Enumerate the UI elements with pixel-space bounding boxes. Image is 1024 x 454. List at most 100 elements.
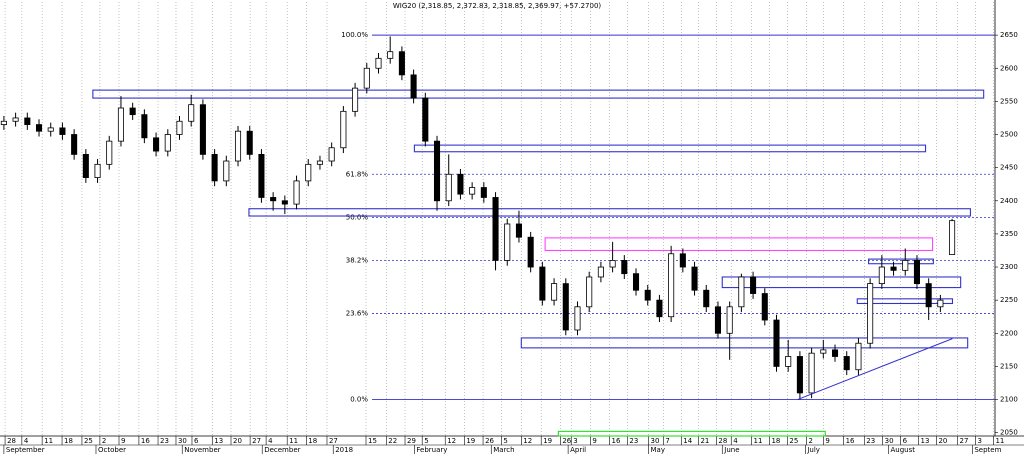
candle-body: [937, 299, 944, 308]
x-tick-label: 6: [903, 437, 908, 445]
x-tick-label: 14: [683, 437, 692, 445]
candle-body: [117, 107, 124, 142]
candle-body: [24, 117, 31, 125]
zone: [856, 298, 954, 305]
month-label: June: [723, 446, 739, 454]
x-tick-label: 12: [523, 437, 532, 445]
candle-body: [188, 104, 195, 122]
x-tick-label: 16: [141, 437, 150, 445]
zone: [248, 208, 971, 217]
x-tick-label: 5: [503, 437, 507, 445]
candle-body: [808, 352, 815, 394]
candle-body: [305, 163, 312, 182]
fib-label: 50.0%: [346, 213, 369, 221]
candle-body: [410, 74, 417, 99]
x-tick-label: 25: [789, 437, 798, 445]
x-tick-label: 11: [754, 437, 763, 445]
month-label: November: [184, 446, 221, 454]
month-label: May: [651, 446, 665, 454]
candle-body: [281, 200, 288, 205]
candle-body: [527, 236, 534, 268]
x-tick-label: 9: [121, 437, 125, 445]
x-tick-label: 5: [424, 437, 428, 445]
x-tick-label: 29: [407, 437, 416, 445]
candle-body: [492, 197, 499, 261]
fib-label: 23.6%: [346, 309, 369, 317]
x-tick-label: 21: [700, 437, 709, 445]
x-tick-label: 12: [447, 437, 456, 445]
zone: [544, 237, 934, 252]
month-label: February: [416, 446, 447, 454]
x-tick-label: 18: [771, 437, 780, 445]
x-tick-label: 11: [289, 437, 298, 445]
y-tick-label: 2050: [1000, 429, 1018, 437]
y-tick-label: 2200: [1000, 329, 1018, 337]
candle-body: [106, 140, 113, 165]
candle-body: [750, 276, 757, 294]
candle-body: [457, 173, 464, 195]
month-label: September: [6, 446, 45, 454]
candle-body: [82, 153, 89, 178]
candle-body: [574, 306, 581, 331]
fib-label: 38.2%: [346, 256, 369, 264]
x-tick-label: 26: [485, 437, 494, 445]
candle-body: [703, 289, 710, 308]
x-tick-label: 20: [938, 437, 947, 445]
candle-body: [867, 283, 874, 344]
zone: [868, 258, 934, 265]
candle-body: [129, 107, 136, 116]
candle-body: [398, 51, 405, 76]
candle-body: [352, 87, 359, 112]
candle-body: [258, 153, 265, 198]
x-tick-label: 3: [573, 437, 577, 445]
zone: [557, 430, 826, 437]
x-tick-label: 9: [592, 437, 596, 445]
month-label: March: [493, 446, 514, 454]
candle-body: [433, 140, 441, 202]
candle-body: [562, 283, 569, 331]
candle-body: [59, 127, 66, 135]
x-tick-label: 19: [466, 437, 475, 445]
y-tick-label: 2650: [1000, 31, 1018, 39]
candle-body: [902, 260, 909, 271]
candle-body: [785, 356, 792, 367]
candle-body: [761, 293, 768, 321]
candle-body: [422, 97, 429, 142]
candle-body: [153, 137, 160, 152]
x-tick-label: 30: [651, 437, 660, 445]
candle-body: [445, 173, 452, 202]
x-tick-label: 7: [665, 437, 669, 445]
y-tick-label: 2300: [1000, 263, 1018, 271]
zone: [413, 144, 927, 153]
candle-body: [843, 356, 850, 371]
y-tick-label: 2600: [1000, 64, 1018, 72]
x-tick-label: 26: [562, 437, 571, 445]
x-tick-label: 28: [7, 437, 16, 445]
x-tick-label: 23: [160, 437, 169, 445]
candle-body: [913, 260, 920, 285]
candle-body: [609, 260, 616, 268]
candle-body: [316, 160, 323, 165]
x-tick-label: 13: [921, 437, 930, 445]
candle-body: [199, 104, 206, 155]
x-tick-label: 30: [885, 437, 894, 445]
x-tick-label: 23: [866, 437, 875, 445]
candle-body: [831, 349, 839, 357]
candle-body: [632, 273, 640, 291]
fib-label: 61.8%: [346, 170, 369, 178]
month-label: December: [264, 446, 300, 454]
candle-body: [691, 266, 698, 291]
month-label: October: [98, 446, 126, 454]
zone: [92, 89, 985, 99]
candle-body: [328, 147, 335, 162]
y-tick-label: 2250: [1000, 296, 1018, 304]
candle-body: [211, 153, 218, 182]
x-tick-label: 22: [388, 437, 397, 445]
candle-body: [586, 276, 593, 308]
x-tick-label: 30: [178, 437, 187, 445]
candle-body: [164, 134, 171, 152]
x-tick-label: 3: [977, 437, 981, 445]
x-tick-label: 20: [233, 437, 242, 445]
x-tick-label: 25: [84, 437, 93, 445]
candle-body: [71, 134, 78, 155]
